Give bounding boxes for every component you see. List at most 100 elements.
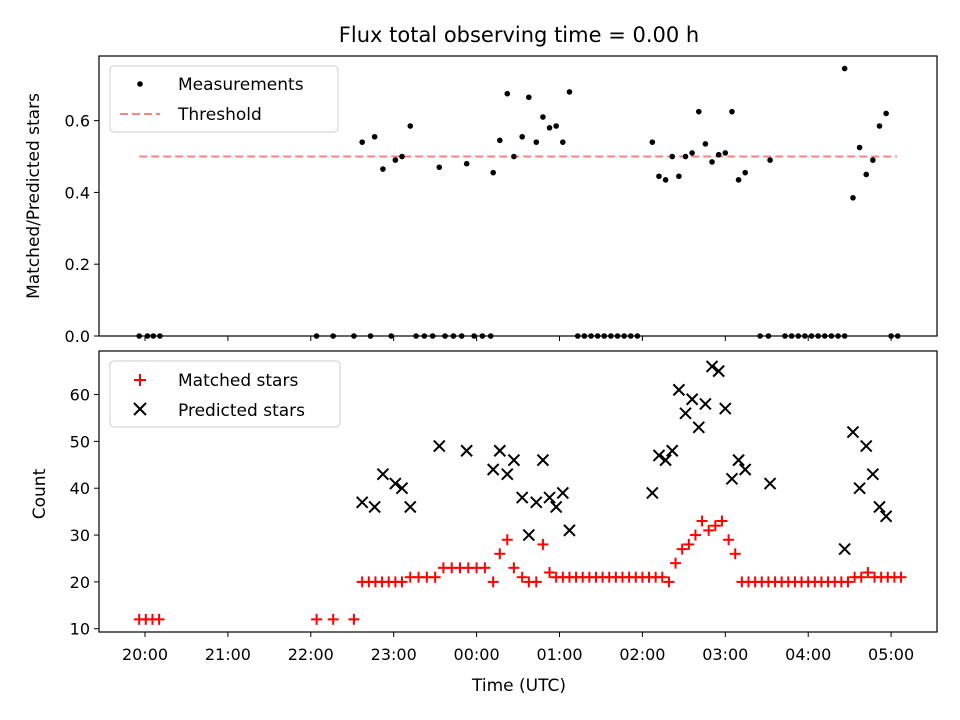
predicted-star-point [549, 500, 563, 514]
measurement-point [870, 157, 876, 163]
predicted-star-point [460, 444, 473, 457]
bottom-y-tick-label: 30 [70, 526, 90, 545]
measurement-point [497, 137, 503, 144]
predicted-star-point [712, 364, 725, 378]
predicted-star-point [355, 496, 369, 509]
predicted-star-point [501, 467, 514, 481]
predicted-star-point [652, 449, 666, 462]
predicted-star-point [433, 439, 446, 453]
x-tick-label: 03:00 [702, 645, 748, 664]
measurement-point [767, 157, 773, 163]
x-tick-label: 23:00 [371, 645, 417, 664]
predicted-star-point [507, 453, 521, 467]
bottom-legend: Matched stars Predicted stars [109, 360, 341, 428]
matched-star-point [670, 557, 682, 569]
measurement-point [380, 166, 386, 172]
matched-star-point [501, 534, 513, 546]
predicted-star-point [725, 472, 739, 486]
measurement-point [526, 94, 532, 101]
measurement-point [392, 157, 399, 163]
measurement-point [856, 144, 863, 151]
measurement-point [553, 123, 559, 129]
top-y-tick-label: 0.6 [65, 112, 90, 131]
measurement-point [883, 110, 889, 117]
predicted-star-point [376, 467, 390, 481]
predicted-star-point [719, 402, 732, 415]
measurement-point [490, 169, 496, 176]
x-axis-label: Time (UTC) [471, 676, 566, 696]
predicted-star-point [493, 444, 507, 457]
legend-threshold-label: Threshold [177, 105, 262, 125]
predicted-star-point [699, 397, 712, 411]
measurement-point [533, 139, 540, 145]
predicted-star-point [522, 528, 536, 542]
measurement-point [735, 177, 742, 183]
matched-star-point [855, 571, 867, 583]
x-tick-label: 21:00 [205, 645, 251, 664]
matched-star-point [696, 515, 708, 527]
predicted-star-point [732, 453, 745, 467]
predicted-star-point [389, 477, 402, 490]
matched-star-point [723, 534, 735, 546]
predicted-star-point [659, 453, 672, 467]
predicted-star-point [679, 407, 692, 420]
measurement-point [371, 133, 378, 140]
top-panel-frame [98, 55, 938, 337]
legend-matched-label: Matched stars [178, 371, 298, 391]
predicted-star-point [879, 510, 893, 523]
measurement-point [463, 160, 470, 167]
predicted-star-point [705, 360, 719, 373]
matched-star-point [663, 576, 675, 588]
matched-star-point [683, 538, 695, 550]
matched-star-point [895, 571, 907, 583]
predicted-star-point [486, 463, 500, 476]
measurement-point [682, 153, 689, 160]
predicted-star-point [666, 444, 679, 457]
top-y-tick-label: 0.0 [65, 327, 90, 346]
matched-star-point [703, 524, 715, 536]
predicted-star-point [556, 486, 570, 500]
predicted-star-point [763, 477, 777, 490]
legend-predicted-label: Predicted stars [178, 401, 305, 421]
predicted-star-point [853, 482, 866, 495]
matched-star-point [311, 613, 323, 625]
predicted-star-point [395, 482, 409, 495]
measurement-point [504, 90, 511, 97]
measurement-point [511, 153, 517, 160]
matched-star-point [348, 613, 360, 625]
measurement-point [546, 124, 553, 131]
predicted-star-point [543, 491, 556, 504]
matched-star-point [709, 520, 721, 532]
top-panel: 0.0 0.2 0.4 0.6 Matched/Predicted stars Mea… [24, 55, 938, 346]
legend-measurements-label: Measurements [178, 75, 304, 95]
predicted-star-point [692, 421, 705, 434]
measurement-point [662, 177, 669, 183]
bottom-y-tick-label: 20 [70, 573, 90, 592]
x-tick-label: 05:00 [868, 645, 914, 664]
matched-star-point [153, 613, 165, 625]
measurement-point [742, 169, 748, 176]
measurement-point [695, 108, 702, 115]
matched-star-point [656, 571, 668, 583]
bottom-y-tick-label: 10 [70, 620, 90, 639]
predicted-star-point [873, 500, 886, 514]
predicted-star-point [646, 486, 659, 500]
measurement-point [566, 89, 573, 95]
x-tick-label: 20:00 [122, 645, 168, 664]
matched-star-point [842, 576, 854, 588]
predicted-star-point [515, 491, 529, 504]
measurement-point [669, 153, 676, 160]
matched-star-point [508, 562, 520, 574]
predicted-star-point [368, 500, 381, 514]
predicted-star-point [536, 453, 550, 467]
matched-star-point [516, 571, 528, 583]
matched-star-point [479, 562, 491, 574]
matched-star-point [676, 543, 688, 555]
measurement-point [841, 65, 848, 72]
predicted-star-point [738, 463, 752, 476]
matched-star-point [729, 548, 741, 560]
x-tick-label: 22:00 [288, 645, 334, 664]
top-legend: Measurements Threshold [109, 65, 339, 133]
bottom-panel: 10 20 30 40 50 60 20:00 21:00 22:00 23:00 00:00 01… [30, 350, 938, 664]
measurement-point [399, 153, 405, 160]
